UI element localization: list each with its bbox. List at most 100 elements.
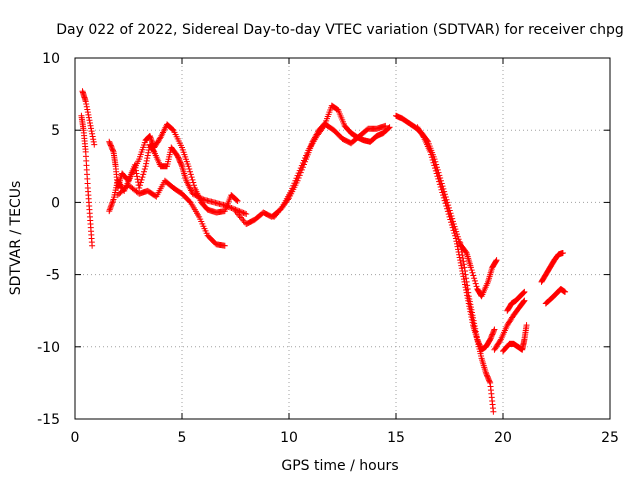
data-point xyxy=(468,267,475,274)
data-point xyxy=(493,258,500,265)
data-point xyxy=(109,197,116,204)
data-point xyxy=(440,192,447,199)
axis-ticks xyxy=(74,57,611,420)
data-point xyxy=(294,172,301,179)
data-point xyxy=(429,156,436,163)
data-point xyxy=(107,142,114,149)
data-point xyxy=(488,332,495,339)
satellite-track-10 xyxy=(457,239,497,415)
data-point xyxy=(470,314,477,321)
data-point xyxy=(385,125,392,132)
data-point xyxy=(520,298,527,305)
data-point xyxy=(493,257,500,264)
data-point xyxy=(466,298,473,305)
data-point xyxy=(134,176,141,183)
data-point xyxy=(121,185,128,192)
y-tick-label: 0 xyxy=(51,195,60,211)
data-point xyxy=(177,160,184,167)
satellite-track-9 xyxy=(414,124,498,353)
data-point xyxy=(490,408,497,415)
data-point xyxy=(452,235,459,242)
data-point xyxy=(116,190,123,197)
data-point xyxy=(467,301,474,308)
y-tick-label: -5 xyxy=(46,268,60,284)
data-point xyxy=(486,377,493,384)
data-point xyxy=(484,373,491,380)
data-point xyxy=(296,167,303,174)
data-point xyxy=(486,378,493,385)
data-point xyxy=(467,304,474,311)
data-point xyxy=(464,282,471,289)
data-point xyxy=(109,147,116,154)
data-point xyxy=(149,138,156,145)
data-point xyxy=(292,177,299,184)
data-point xyxy=(106,138,113,145)
data-point xyxy=(436,178,443,185)
data-point xyxy=(444,208,451,215)
data-point xyxy=(487,335,494,342)
y-tick-labels: -15 -10 -5 0 5 10 xyxy=(37,51,60,428)
data-point xyxy=(190,179,197,186)
data-point xyxy=(472,280,479,287)
data-point xyxy=(428,151,435,158)
y-tick-label: 10 xyxy=(42,51,60,67)
data-point xyxy=(454,243,461,250)
data-point xyxy=(88,125,95,132)
data-point xyxy=(89,242,96,249)
data-point xyxy=(485,374,492,381)
data-point xyxy=(448,219,455,226)
data-point xyxy=(445,211,452,218)
data-point xyxy=(178,162,185,169)
data-point xyxy=(520,299,527,306)
data-point xyxy=(466,295,473,302)
satellite-track-4 xyxy=(106,121,241,216)
satellite-track-12 xyxy=(500,322,530,355)
data-point xyxy=(243,210,250,217)
data-point xyxy=(490,327,497,334)
data-point xyxy=(84,106,91,113)
data-point xyxy=(288,187,295,194)
data-point xyxy=(457,239,464,246)
data-point xyxy=(143,157,150,164)
data-point xyxy=(460,258,467,265)
data-point xyxy=(483,371,490,378)
data-point xyxy=(143,160,150,167)
data-point xyxy=(449,224,456,231)
data-point xyxy=(489,330,496,337)
data-point xyxy=(444,205,451,212)
data-point xyxy=(293,175,300,182)
data-point xyxy=(239,209,246,216)
data-point xyxy=(453,238,460,245)
data-point xyxy=(147,134,154,141)
data-point xyxy=(145,149,152,156)
data-point xyxy=(233,197,240,204)
data-point xyxy=(459,255,466,262)
data-point xyxy=(461,264,468,271)
satellite-track-5 xyxy=(114,177,228,249)
data-point xyxy=(187,168,194,175)
data-point xyxy=(437,184,444,191)
data-point xyxy=(300,157,307,164)
plot-frame xyxy=(74,57,611,420)
data-point xyxy=(278,204,285,211)
data-point xyxy=(473,283,480,290)
data-point xyxy=(87,122,94,129)
data-point xyxy=(90,138,97,145)
x-tick-label: 5 xyxy=(178,430,187,446)
satellite-track-7 xyxy=(271,121,389,220)
data-point xyxy=(108,202,115,209)
data-point xyxy=(452,232,459,239)
satellite-track-6 xyxy=(232,102,393,228)
data-point xyxy=(221,242,228,249)
data-point xyxy=(241,210,248,217)
data-point xyxy=(139,174,146,181)
data-point xyxy=(432,167,439,174)
data-point xyxy=(120,187,127,194)
data-point xyxy=(302,154,309,161)
data-point xyxy=(472,328,479,335)
data-point xyxy=(470,272,477,279)
data-point xyxy=(471,323,478,330)
data-point xyxy=(186,166,193,173)
data-point xyxy=(458,262,465,269)
